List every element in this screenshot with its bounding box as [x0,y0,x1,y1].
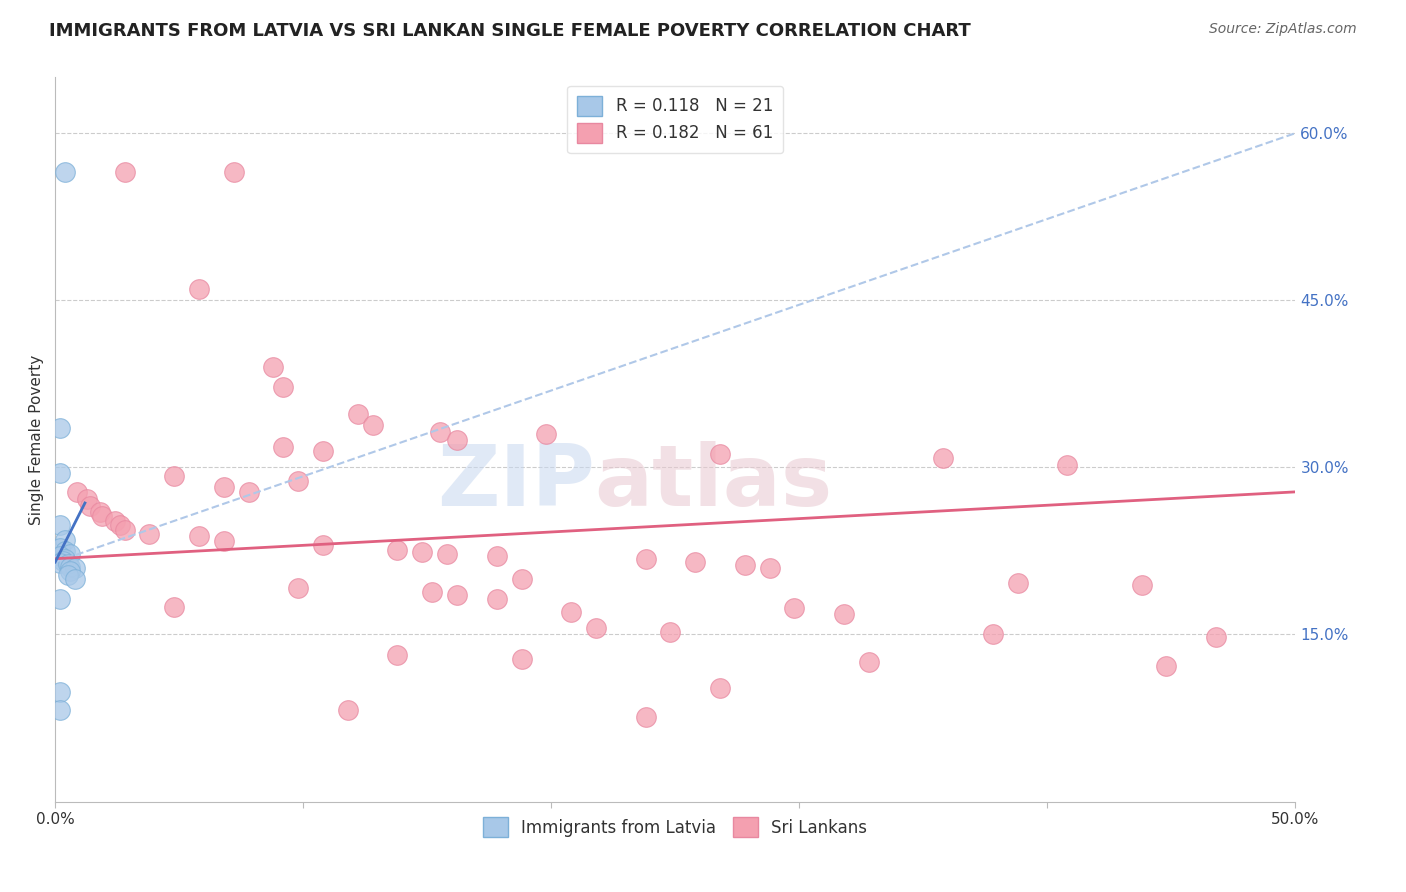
Point [49,466,72,480]
Point [783,600,806,615]
Point [262,360,284,375]
Point [49,703,72,717]
Point [79,500,101,514]
Point [49,685,72,699]
Point [312,443,335,458]
Point [49,541,72,555]
Point [560,605,582,619]
Point [138,527,160,541]
Point [53,544,76,558]
Point [56,568,79,582]
Point [346,407,368,421]
Point [634,710,657,724]
Point [89,505,111,519]
Point [163,599,186,614]
Point [273,440,295,454]
Point [49,421,72,435]
Point [49,591,72,606]
Point [53,551,76,566]
Point [411,545,433,559]
Point [104,514,127,528]
Point [188,282,211,296]
Point [49,549,72,564]
Point [510,652,533,666]
Point [387,648,409,662]
Point [91,509,114,524]
Point [634,551,657,566]
Point [446,433,468,447]
Point [510,572,533,586]
Point [212,533,235,548]
Point [420,585,443,599]
Point [287,581,309,595]
Point [734,558,756,573]
Point [108,518,131,533]
Point [53,165,76,179]
Point [585,621,607,635]
Point [273,380,295,394]
Point [336,703,359,717]
Point [1156,658,1178,673]
Point [59,559,82,574]
Point [932,451,955,466]
Point [53,533,76,547]
Point [446,589,468,603]
Point [222,165,245,179]
Legend: Immigrants from Latvia, Sri Lankans: Immigrants from Latvia, Sri Lankans [477,810,875,844]
Point [52,554,75,568]
Point [76,491,98,506]
Point [659,625,682,640]
Point [114,523,136,537]
Point [429,425,451,439]
Point [163,469,186,483]
Point [1205,630,1227,644]
Point [758,560,780,574]
Text: ZIP: ZIP [437,442,595,524]
Point [536,426,558,441]
Point [188,529,211,543]
Point [49,556,72,570]
Point [709,681,731,695]
Point [114,165,136,179]
Point [63,560,86,574]
Text: Source: ZipAtlas.com: Source: ZipAtlas.com [1209,22,1357,37]
Point [66,484,89,499]
Y-axis label: Single Female Poverty: Single Female Poverty [30,354,44,524]
Text: atlas: atlas [595,442,832,524]
Point [485,591,508,606]
Point [485,549,508,564]
Point [63,572,86,586]
Point [59,564,82,578]
Point [59,547,82,561]
Point [56,558,79,572]
Point [361,417,384,432]
Point [287,474,309,488]
Point [1056,458,1078,472]
Point [436,547,458,561]
Point [832,607,855,622]
Point [981,627,1004,641]
Point [312,538,335,552]
Point [1130,578,1153,592]
Point [709,447,731,461]
Point [387,542,409,557]
Point [683,555,706,569]
Point [238,484,260,499]
Point [49,518,72,533]
Text: IMMIGRANTS FROM LATVIA VS SRI LANKAN SINGLE FEMALE POVERTY CORRELATION CHART: IMMIGRANTS FROM LATVIA VS SRI LANKAN SIN… [49,22,972,40]
Point [1007,576,1029,591]
Point [858,656,880,670]
Point [212,480,235,494]
